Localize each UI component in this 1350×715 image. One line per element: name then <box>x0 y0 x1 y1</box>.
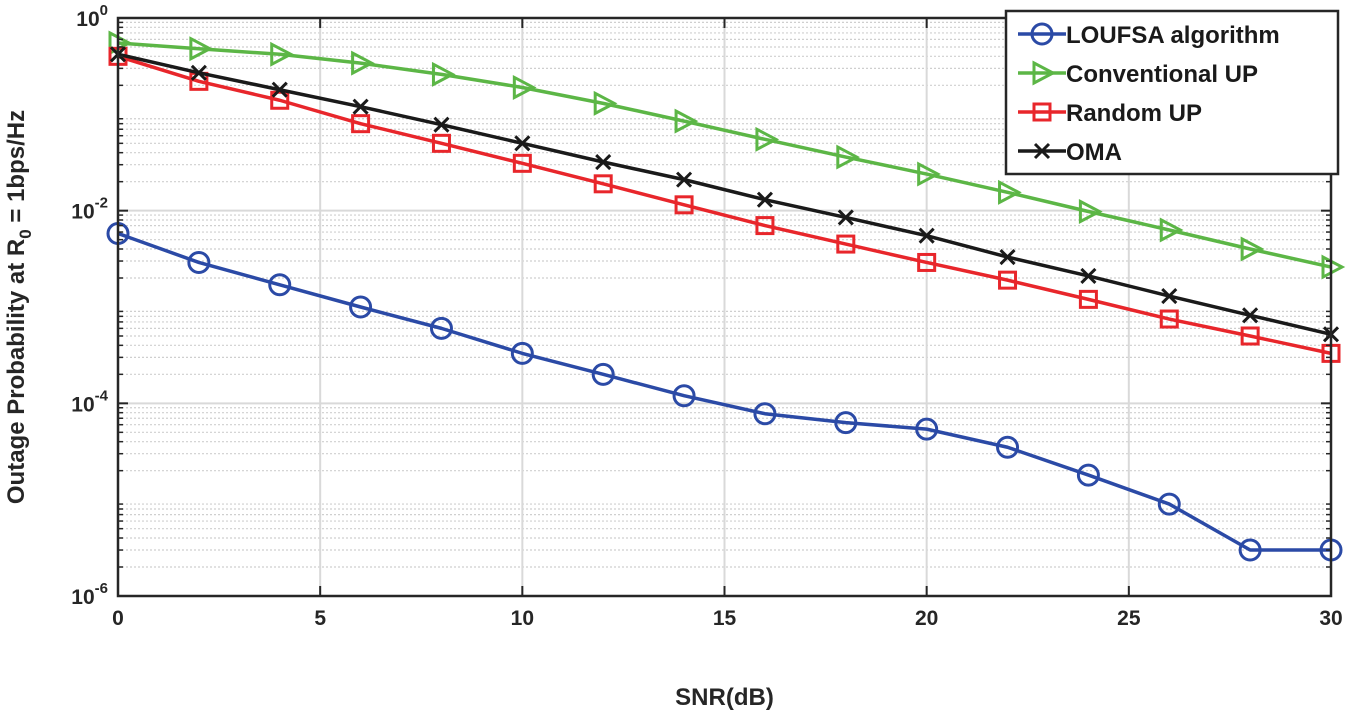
data-point <box>1159 309 1179 329</box>
series-line <box>117 54 1332 356</box>
data-point <box>595 153 612 171</box>
x-tick-label: 20 <box>915 607 938 630</box>
data-point <box>512 74 537 100</box>
tick-layer: 0 5 10 15 20 25 30 100 10-2 10-4 10-6 <box>71 2 1342 630</box>
data-point <box>1078 199 1103 224</box>
legend: LOUFSA algorithm Conventional UP Random UP… <box>1004 9 1340 176</box>
y-axis-label-prefix: Outage Probability at R <box>3 239 30 504</box>
legend-label: LOUFSA algorithm <box>1066 22 1280 49</box>
data-point <box>836 234 856 254</box>
data-point <box>514 135 531 152</box>
y-tick-label: 100 <box>76 2 108 31</box>
data-point <box>1242 307 1259 324</box>
data-point <box>429 316 453 340</box>
data-point <box>1321 254 1346 280</box>
data-point <box>349 295 373 319</box>
data-point <box>998 270 1018 290</box>
data-point <box>1240 236 1265 262</box>
y-tick-label: 10-4 <box>71 387 108 416</box>
data-point <box>1080 267 1097 285</box>
data-point <box>1161 287 1178 305</box>
legend-entry: OMA <box>1018 139 1122 166</box>
data-point <box>755 126 780 152</box>
data-point <box>1159 217 1184 243</box>
data-point <box>756 191 773 208</box>
data-point <box>837 209 854 226</box>
data-point <box>1032 60 1057 86</box>
series-oma <box>109 46 1340 343</box>
legend-entry: LOUFSA algorithm <box>1018 22 1280 49</box>
data-point <box>1157 492 1181 516</box>
legend-box <box>1004 9 1340 176</box>
data-point <box>1240 326 1260 346</box>
data-point <box>1032 102 1052 122</box>
legend-entry: Conventional UP <box>1018 60 1258 88</box>
data-point <box>996 435 1020 459</box>
x-tick-label: 0 <box>112 607 124 630</box>
data-point <box>755 216 775 236</box>
data-point <box>270 90 290 110</box>
data-point <box>593 90 618 116</box>
y-axis-label: Outage Probability at R0 = 1bps/Hz <box>3 110 35 504</box>
data-point <box>753 402 777 426</box>
data-point <box>268 273 292 297</box>
data-point <box>352 98 369 115</box>
data-point <box>271 81 288 98</box>
legend-label: Conventional UP <box>1066 61 1258 88</box>
data-point <box>189 36 214 62</box>
series-loufsa-algorithm <box>106 221 1343 562</box>
data-point <box>999 248 1016 266</box>
data-point <box>431 133 451 153</box>
data-point <box>591 362 615 386</box>
data-point <box>187 250 211 274</box>
data-point <box>836 144 861 170</box>
x-axis-label: SNR(dB) <box>675 684 774 711</box>
legend-label: OMA <box>1066 139 1122 166</box>
data-point <box>433 116 450 133</box>
y-tick-label: 10-6 <box>71 580 108 609</box>
series-line <box>117 41 1332 269</box>
data-point <box>917 252 937 272</box>
data-point <box>1076 463 1100 487</box>
series-random-up <box>108 46 1341 363</box>
x-tick-label: 10 <box>511 607 534 630</box>
data-point <box>593 174 613 194</box>
data-point <box>998 179 1022 205</box>
data-point <box>510 341 534 365</box>
data-point <box>1238 538 1262 562</box>
data-point <box>190 64 207 81</box>
x-tick-label: 25 <box>1117 607 1141 630</box>
x-tick-label: 30 <box>1319 607 1342 630</box>
data-point <box>431 61 456 87</box>
y-tick-label: 10-2 <box>71 195 108 224</box>
x-tick-label: 5 <box>314 607 326 630</box>
data-point <box>918 227 935 244</box>
data-point <box>1078 289 1098 309</box>
legend-entry: Random UP <box>1018 100 1202 127</box>
data-point <box>674 108 699 134</box>
data-point <box>917 161 941 187</box>
data-point <box>351 50 375 76</box>
data-point <box>834 411 858 435</box>
series-line <box>117 52 1332 337</box>
data-point <box>915 417 939 441</box>
y-axis-label-suffix: = 1bps/Hz <box>3 110 30 229</box>
data-point <box>270 41 294 67</box>
series-layer <box>106 30 1346 562</box>
data-point <box>672 384 696 408</box>
data-point <box>512 153 532 173</box>
x-tick-label: 15 <box>713 607 737 630</box>
data-point <box>351 114 371 134</box>
legend-label: Random UP <box>1066 100 1202 127</box>
data-point <box>676 171 693 188</box>
y-axis-label-subscript: 0 <box>16 229 35 238</box>
data-point <box>1030 22 1054 46</box>
data-point <box>1033 142 1051 160</box>
data-point <box>674 195 694 215</box>
series-line <box>117 231 1331 552</box>
